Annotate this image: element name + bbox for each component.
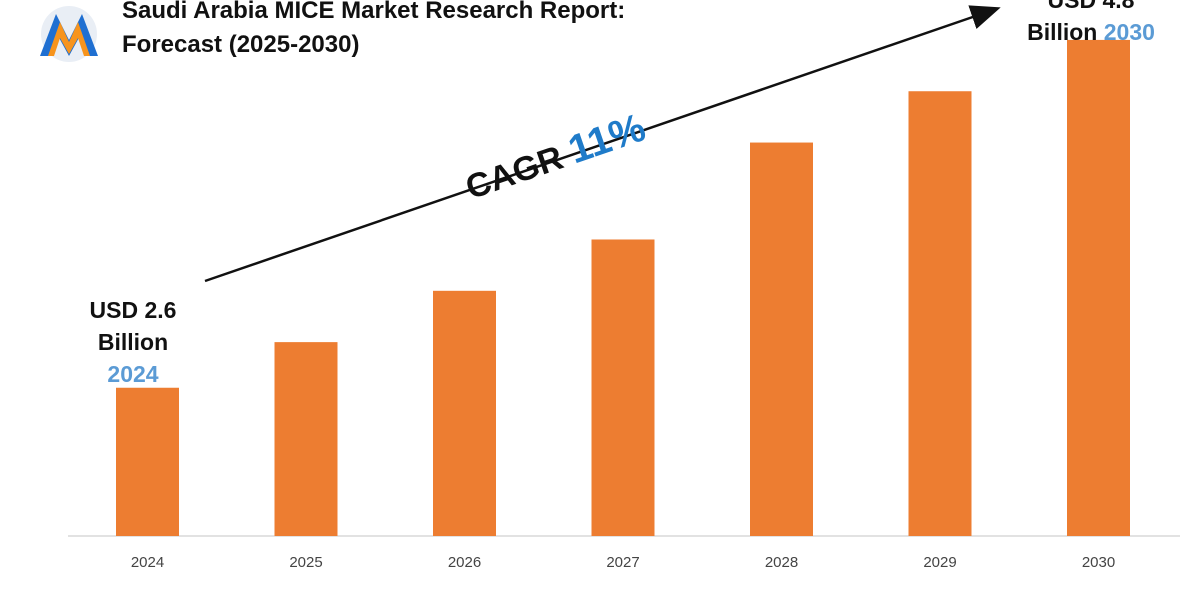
x-tick-label-2028: 2028 — [765, 554, 798, 571]
bar-2024 — [116, 387, 179, 536]
bar-2025 — [274, 342, 338, 536]
end-value-amount: USD 4.8 — [1047, 0, 1135, 13]
end-value-callout: USD 4.8 Billion 2030 — [1006, 0, 1176, 48]
bar-2028 — [750, 142, 813, 536]
x-tick-label-2026: 2026 — [448, 554, 481, 571]
cagr-trend-arrow — [204, 5, 1001, 283]
end-value-unit-line: Billion 2030 — [1006, 16, 1176, 48]
start-value-amount: USD 2.6 — [89, 297, 177, 323]
chart-title: Saudi Arabia MICE Market Research Report… — [122, 0, 625, 62]
x-tick-label-2025: 2025 — [289, 554, 322, 571]
x-tick-label-2027: 2027 — [606, 554, 639, 571]
x-tick-label-2024: 2024 — [131, 554, 164, 571]
bar-2029 — [908, 91, 972, 536]
company-logo-icon — [40, 6, 98, 62]
bar-2027 — [591, 239, 655, 536]
chart-title-line-1: Saudi Arabia MICE Market Research Report… — [122, 0, 626, 24]
bar-2026 — [433, 290, 496, 536]
x-tick-label-2029: 2029 — [923, 554, 956, 571]
bar-2030 — [1067, 39, 1130, 537]
end-value-year: 2030 — [1103, 19, 1155, 45]
end-value-unit: Billion — [1027, 19, 1098, 45]
start-value-callout: USD 2.6 Billion 2024 — [70, 294, 196, 390]
start-value-year: 2024 — [107, 361, 159, 387]
chart-title-line-2: Forecast (2025-2030) — [122, 31, 360, 58]
bar-series — [116, 39, 1130, 537]
x-tick-label-2030: 2030 — [1082, 554, 1115, 571]
x-tick-labels: 2024 2025 2026 2027 2028 2029 2030 — [131, 554, 1115, 571]
start-value-unit: Billion — [97, 329, 169, 355]
